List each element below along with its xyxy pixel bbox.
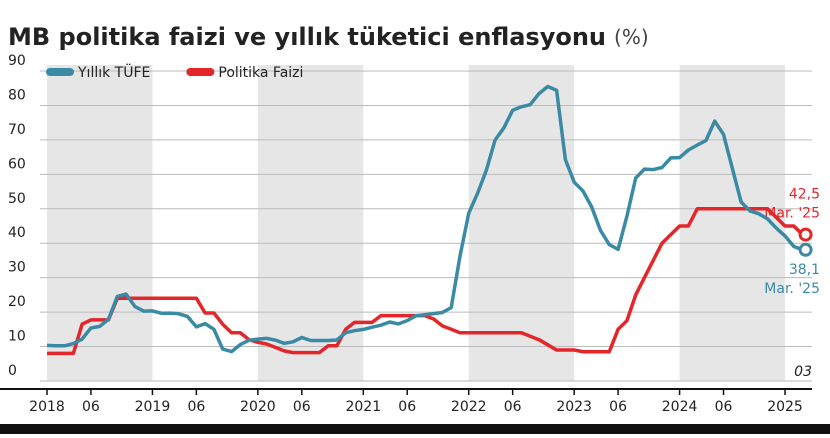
end-value-label: 42,5 [789,187,820,203]
x-tick-label: 06 [293,399,311,415]
y-tick-label: 50 [8,191,26,207]
y-tick-label: 40 [8,225,26,241]
end-point [798,242,813,257]
grid: 0 10 20 30 40 50 60 70 80 90 2018 06 2019 06 2020 06 202… [0,53,812,415]
y-tick-label: 20 [8,294,26,310]
end-point [798,227,813,242]
x-tick-label: 06 [187,399,205,415]
legend-label: Politika Faizi [218,65,303,81]
year-band [47,65,153,381]
year-bands [47,65,786,381]
end-date-label: Mar. '25 [764,206,820,222]
y-tick-label: 0 [8,363,17,379]
x-tick-label: 06 [715,399,733,415]
lines: Yıllık TÜFE Politika Faizi 42,5 Mar. '25 38,… [46,63,820,356]
footer-bar [0,424,830,434]
x-tick-label: 2025 [767,399,803,415]
x-tick-label: 06 [504,399,522,415]
x-tick-label: 2020 [240,399,276,415]
x-tick-label: 2023 [556,399,592,415]
y-tick-label: 80 [8,87,26,103]
y-tick-label: 30 [8,260,26,276]
x-tick-label: 2018 [29,399,65,415]
year-band [679,65,786,381]
end-value-label: 38,1 [789,262,820,278]
y-tick-label: 90 [8,53,26,69]
x-tick-label: 06 [609,399,627,415]
x-tick-label: 2022 [451,399,487,415]
note: 03 [794,364,812,380]
y-tick-label: 60 [8,156,26,172]
x-tick-label: 2024 [662,399,698,415]
x-tick-label: 06 [398,399,416,415]
x-tick-label: 2021 [345,399,381,415]
y-tick-label: 70 [8,122,26,138]
year-band [468,65,575,381]
x-tick-label: 2019 [135,399,171,415]
series-line [46,84,804,354]
legend-label: Yıllık TÜFE [77,63,150,81]
x-tick-label: 06 [82,399,100,415]
chart-title: MB politika faizi ve yıllık tüketici enf… [8,23,649,51]
end-date-label: Mar. '25 [764,281,820,297]
y-tick-label: 10 [8,329,26,345]
